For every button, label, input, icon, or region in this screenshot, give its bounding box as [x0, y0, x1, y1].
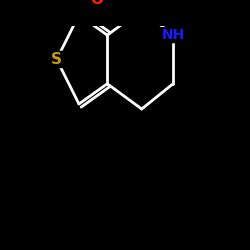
Text: S: S: [51, 52, 62, 67]
Text: O: O: [91, 0, 104, 7]
Text: NH: NH: [162, 28, 185, 42]
